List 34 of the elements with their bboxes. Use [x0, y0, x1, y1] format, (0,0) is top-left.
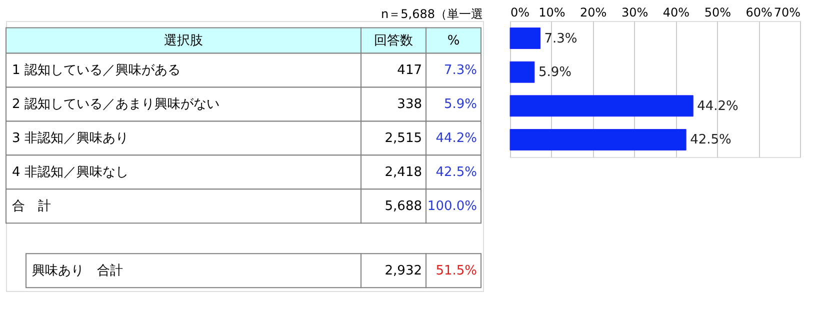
text: 44.2%	[436, 131, 477, 146]
text: 選択肢	[164, 34, 203, 49]
data-label: 7.3%	[544, 31, 578, 46]
x-tick-label: 60%	[746, 6, 772, 20]
text: 2,932	[384, 264, 422, 279]
data-label: 5.9%	[538, 65, 572, 80]
text: 回答数	[374, 34, 413, 49]
text: 3 非認知／興味あり	[12, 131, 128, 146]
text: 1 認知している／興味がある	[12, 63, 180, 78]
data-label: 42.5%	[690, 132, 732, 148]
data-label: 44.2%	[697, 98, 738, 114]
x-tick-label: 70%	[774, 6, 800, 20]
text: 7.3%	[444, 63, 477, 78]
text: 42.5%	[436, 165, 477, 180]
text: 2 認知している／あまり興味がない	[12, 97, 220, 112]
text: 2,515	[384, 131, 422, 146]
text: 417	[397, 63, 422, 78]
text: 5,688	[384, 199, 422, 214]
x-tick-label: 40%	[662, 6, 690, 20]
text: 51.5%	[436, 264, 477, 279]
x-tick-label: 0%	[510, 6, 530, 20]
x-tick-label: 10%	[538, 6, 566, 20]
x-tick-label: 50%	[704, 6, 731, 20]
text: 2,418	[384, 165, 422, 180]
text: 興味あり 合計	[32, 264, 123, 279]
x-tick-label: 20%	[580, 6, 607, 20]
text: 合 計	[12, 199, 51, 214]
text: 5.9%	[444, 97, 477, 112]
text: 100.0%	[427, 199, 477, 214]
text: 4 非認知／興味なし	[12, 165, 128, 180]
text: %	[447, 34, 460, 49]
text: 338	[397, 97, 422, 112]
text: n＝5,688（単一選	[381, 7, 483, 21]
x-tick-label: 30%	[621, 6, 648, 20]
